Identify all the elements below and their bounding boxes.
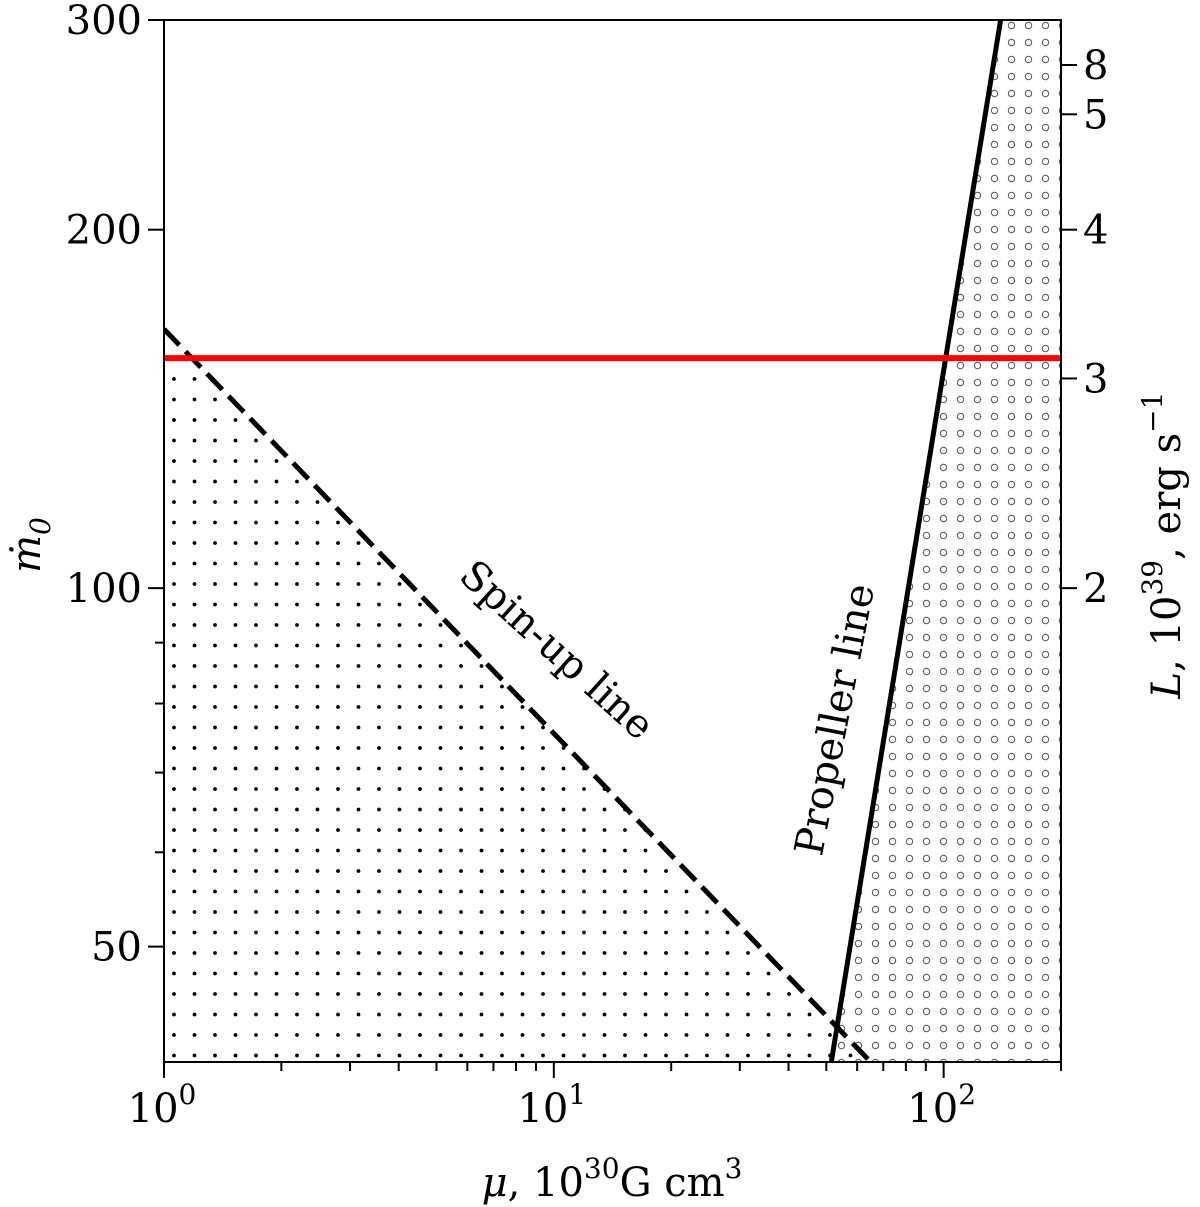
- y-right-axis-ticks: 2 3 4 58: [1061, 43, 1108, 612]
- spin-up-line: [164, 327, 873, 1062]
- series-layer: [164, 20, 1061, 1062]
- x-axis-ticks: 100 101 102: [128, 1062, 1062, 1132]
- x-axis-symbol: μ: [482, 1160, 508, 1206]
- y-left-axis-title: ṁ0: [4, 517, 57, 573]
- x-axis-unit-prefix: , 10: [508, 1160, 584, 1206]
- y-right-tick-label: 4: [1083, 208, 1108, 254]
- x-tick-exponent: 0: [179, 1078, 197, 1111]
- x-tick-label: 102: [907, 1078, 976, 1132]
- y-right-axis-title: L, 1039, erg s−1: [1136, 392, 1190, 700]
- x-axis-unit-g: G cm: [620, 1160, 725, 1206]
- y-right-tick-label: 8: [1083, 43, 1108, 89]
- x-tick-label: 100: [128, 1078, 197, 1132]
- x-axis-unit-exp: 30: [584, 1152, 620, 1185]
- x-tick-base: 10: [907, 1086, 958, 1132]
- y-left-axis-symbol: ṁ: [4, 535, 50, 573]
- y-right-tick-label: 3: [1083, 356, 1108, 402]
- y-right-axis-exp: 39: [1136, 560, 1169, 596]
- x-axis-unit-exp2: 3: [725, 1152, 743, 1185]
- x-tick-exponent: 1: [568, 1078, 586, 1111]
- y-right-tick-label: 2: [1083, 566, 1108, 612]
- x-tick-base: 10: [517, 1086, 568, 1132]
- propeller-line: [828, 20, 1004, 1062]
- y-left-axis-ticks: 50 100 200 300: [66, 0, 164, 971]
- shaded-regions: [164, 20, 1061, 1062]
- y-right-axis-unit: , erg s: [1144, 433, 1190, 560]
- propeller-region: [831, 20, 1061, 1062]
- x-tick-exponent: 2: [958, 1078, 976, 1111]
- plot-frame: [163, 19, 1062, 1063]
- x-tick-base: 10: [128, 1086, 179, 1132]
- y-right-axis-symbol: L: [1144, 672, 1190, 700]
- y-left-axis-subscript: 0: [24, 517, 57, 535]
- y-left-tick-label: 100: [66, 566, 142, 612]
- y-left-tick-label: 200: [66, 208, 142, 254]
- y-right-axis-unit-exp: −1: [1136, 392, 1169, 433]
- x-axis-title: μ, 1030G cm3: [482, 1152, 743, 1206]
- y-left-tick-label: 300: [66, 0, 142, 44]
- x-tick-label: 101: [517, 1078, 586, 1132]
- y-left-tick-label: 50: [91, 925, 142, 971]
- y-right-tick-label: 5: [1083, 92, 1108, 138]
- y-right-axis-prefix: , 10: [1144, 596, 1190, 672]
